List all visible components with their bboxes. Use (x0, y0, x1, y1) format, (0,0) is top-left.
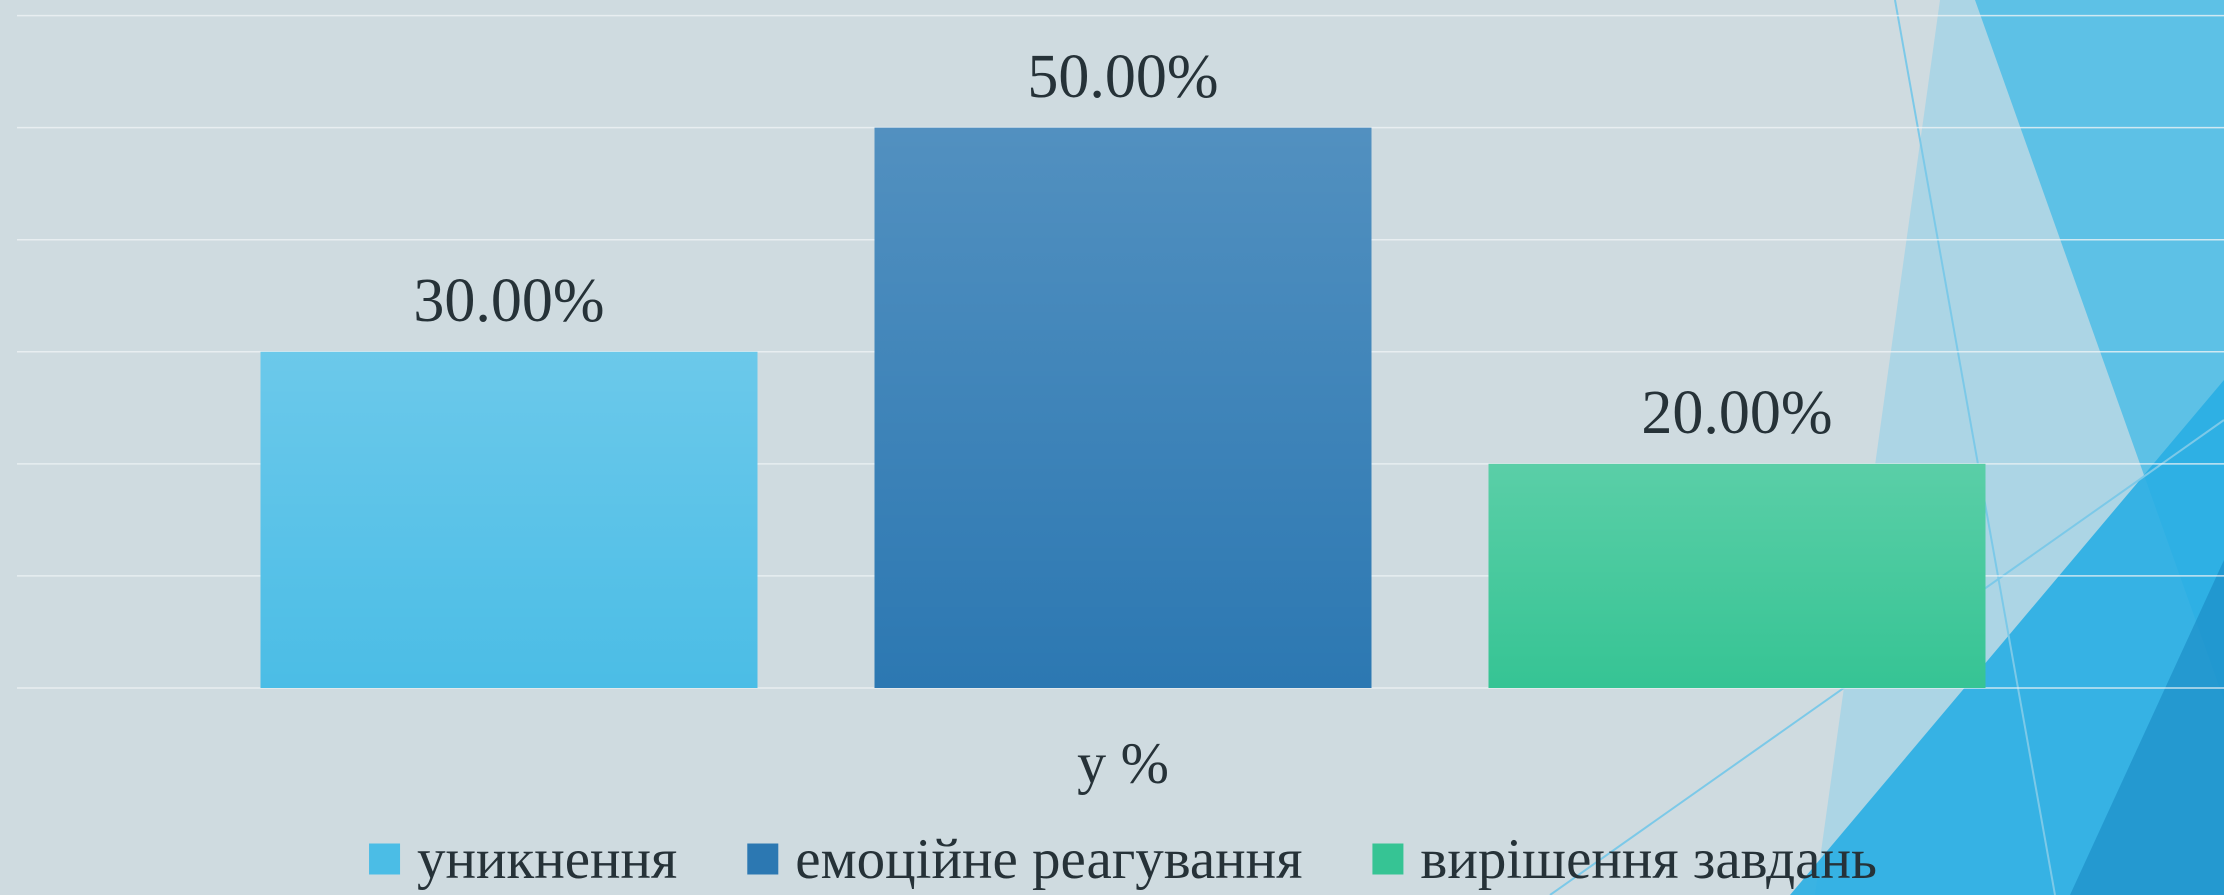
legend-swatch (1372, 844, 1403, 875)
bar-sheen (1489, 464, 1986, 688)
value-label: 20.00% (1641, 379, 1832, 447)
legend-item: емоційне реагування (747, 828, 1302, 891)
bar-sheen (875, 128, 1372, 688)
legend-label: уникнення (417, 828, 677, 891)
value-label: 50.00% (1027, 43, 1218, 111)
value-label: 30.00% (413, 267, 604, 335)
legend-label: емоційне реагування (795, 828, 1302, 891)
legend: уникнення емоційне реагування вирішення за… (369, 828, 1877, 891)
legend-swatch (747, 844, 778, 875)
legend-swatch (369, 844, 400, 875)
page: {"chart_data": { "type": "bar", "x_label… (0, 0, 2224, 895)
bar-sheen (261, 352, 758, 688)
chart: 30.00% 50.00% 20.00% у % уникнення емоційне… (0, 0, 2224, 895)
x-axis-label: у % (1077, 730, 1169, 795)
legend-item: вирішення завдань (1372, 828, 1877, 891)
legend-label: вирішення завдань (1420, 828, 1877, 891)
